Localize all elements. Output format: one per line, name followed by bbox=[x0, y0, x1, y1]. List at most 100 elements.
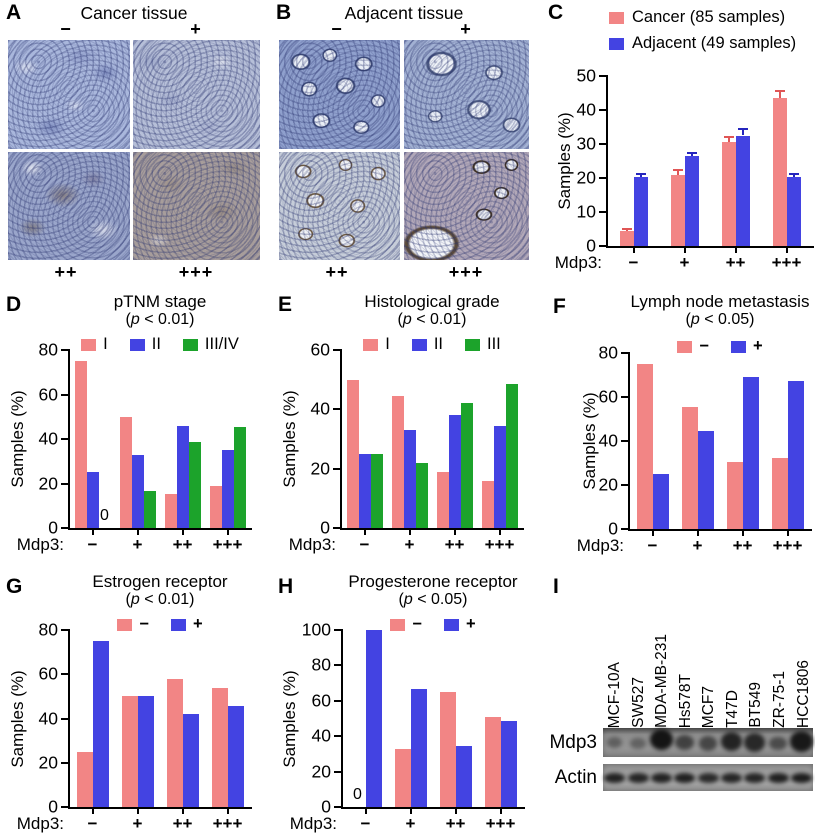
protein-band bbox=[720, 772, 742, 783]
panel-a-title: Cancer tissue bbox=[80, 3, 188, 23]
x-category-label: − bbox=[359, 535, 370, 554]
blot-strip-mdp3 bbox=[603, 728, 813, 757]
x-category-label: − bbox=[628, 253, 639, 272]
y-tick bbox=[334, 629, 341, 631]
error-bar-line bbox=[625, 228, 628, 231]
x-axis-line bbox=[340, 528, 524, 530]
y-tick bbox=[334, 735, 341, 738]
ihc-score-label-plus3: +++ bbox=[178, 262, 214, 282]
x-tick bbox=[498, 530, 501, 535]
bar-e-g0-s2 bbox=[370, 453, 383, 528]
bar-h-g3-s1 bbox=[500, 721, 517, 807]
y-tick bbox=[61, 438, 68, 440]
y-tick bbox=[599, 75, 606, 77]
y-tick-label: 60 bbox=[38, 383, 58, 404]
panel-letter-b: B bbox=[276, 1, 292, 24]
y-tick-label: 20 bbox=[576, 167, 596, 188]
x-axis-prefix: Mdp3: bbox=[576, 536, 624, 555]
y-tick bbox=[61, 717, 68, 720]
x-tick bbox=[453, 530, 456, 535]
protein-band bbox=[606, 736, 623, 749]
y-tick-label: 40 bbox=[38, 707, 58, 728]
legend-label: II bbox=[433, 335, 443, 353]
y-tick bbox=[621, 352, 628, 354]
bar-e-g2-s2 bbox=[460, 403, 473, 528]
x-category-label: +++ bbox=[212, 814, 243, 833]
bar-e-g3-s2 bbox=[505, 384, 518, 528]
bar-g-g1-s1 bbox=[137, 696, 154, 807]
protein-band bbox=[697, 772, 719, 783]
bar-d-g2-s2 bbox=[188, 442, 201, 528]
protein-band bbox=[630, 738, 646, 749]
chart-legend: I II III bbox=[330, 335, 534, 354]
error-bar-cap bbox=[737, 128, 748, 131]
y-axis-label: Samples (%) bbox=[555, 112, 574, 210]
y-axis-line bbox=[606, 75, 608, 248]
y-tick-label: 100 bbox=[301, 619, 331, 640]
error-bar-cap bbox=[635, 172, 646, 175]
bar-d-g3-s2 bbox=[233, 426, 246, 528]
panel-letter-h: H bbox=[278, 575, 294, 598]
y-tick-label: 40 bbox=[310, 398, 330, 419]
y-tick bbox=[61, 482, 68, 485]
y-tick-label: 0 bbox=[586, 235, 596, 256]
y-tick bbox=[333, 349, 340, 351]
ihc-score-label-pos: + bbox=[460, 19, 472, 39]
bar-g-g3-s0 bbox=[211, 687, 228, 807]
y-tick-label: 20 bbox=[598, 474, 618, 495]
zero-value-label: 0 bbox=[353, 786, 362, 803]
cell-line-label: BT549 bbox=[747, 682, 765, 728]
bar-d-g1-s1 bbox=[131, 454, 144, 528]
protein-band bbox=[699, 736, 717, 751]
y-tick-label: 60 bbox=[311, 690, 331, 711]
ihc-image-adjacent-neg bbox=[279, 40, 400, 149]
legend-item: − bbox=[390, 615, 422, 634]
error-bar-line bbox=[690, 152, 693, 156]
legend-label: III/IV bbox=[204, 335, 239, 353]
bar-e-g0-s0 bbox=[346, 379, 359, 528]
protein-band bbox=[650, 772, 672, 783]
cell-line-lane: ZR-75-1 bbox=[768, 582, 792, 728]
y-tick-label: 10 bbox=[576, 201, 596, 222]
bar-e-g3-s1 bbox=[493, 425, 506, 528]
x-category-label: + bbox=[132, 535, 143, 554]
x-tick bbox=[632, 248, 635, 253]
y-tick bbox=[621, 440, 628, 442]
protein-band bbox=[649, 729, 673, 750]
cell-line-label: Hs578T bbox=[676, 673, 694, 728]
bar-g-g2-s1 bbox=[182, 714, 199, 807]
bar-g-g0-s0 bbox=[76, 751, 93, 807]
error-bar-line bbox=[676, 170, 679, 175]
x-tick bbox=[136, 809, 139, 814]
panel-letter-i: I bbox=[553, 575, 559, 598]
y-axis-line bbox=[340, 349, 342, 530]
panel-a: A Cancer tissue − + ++ +++ bbox=[0, 0, 270, 285]
y-tick-label: 80 bbox=[311, 654, 331, 675]
bar-f-g1-s1 bbox=[697, 431, 714, 529]
legend-swatch bbox=[465, 338, 480, 351]
cell-line-label: T47D bbox=[723, 690, 741, 728]
cell-line-label: HCC1806 bbox=[794, 659, 812, 728]
x-tick bbox=[454, 809, 457, 814]
x-tick bbox=[651, 531, 654, 536]
y-tick-label: 60 bbox=[310, 339, 330, 360]
bar-g-g3-s1 bbox=[227, 706, 244, 807]
cell-line-label: MCF-10A bbox=[606, 661, 624, 728]
cell-line-lane: MDA-MB-231 bbox=[650, 582, 674, 728]
y-tick-label: 50 bbox=[576, 65, 596, 86]
ihc-score-label-pos: + bbox=[190, 19, 202, 39]
protein-band bbox=[790, 731, 813, 752]
bar-d-g3-s1 bbox=[221, 450, 234, 528]
ihc-image-adjacent-plus3 bbox=[404, 152, 529, 260]
bar-f-g0-s1 bbox=[652, 474, 669, 529]
x-tick bbox=[364, 809, 367, 814]
y-tick bbox=[599, 177, 606, 179]
panel-letter-c: C bbox=[548, 1, 564, 24]
legend-item: − bbox=[677, 337, 709, 356]
x-category-label: +++ bbox=[484, 535, 515, 554]
ihc-score-label-plus2: ++ bbox=[325, 262, 349, 282]
bar-e-g1-s0 bbox=[391, 395, 404, 528]
legend-label: − bbox=[139, 615, 149, 633]
legend-swatch bbox=[731, 340, 746, 353]
